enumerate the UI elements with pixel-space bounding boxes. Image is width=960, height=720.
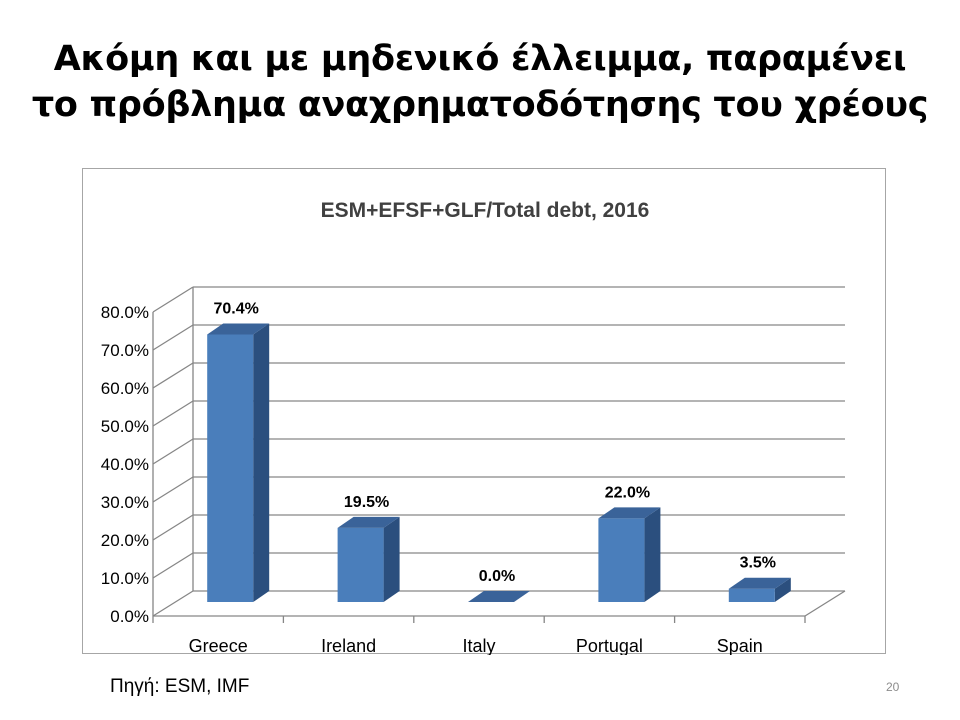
slide-title-line-1: Ακόμη και με μηδενικό έλλειμμα, παραμένε… (53, 39, 907, 79)
y-tick-label: 70.0% (101, 341, 149, 360)
gridline-side (152, 438, 194, 465)
bar-top (598, 507, 661, 519)
data-label: 3.5% (740, 555, 776, 572)
bar-top (207, 323, 270, 335)
bar-front (598, 518, 645, 602)
gridline-side (152, 590, 194, 617)
y-tick-label: 80.0% (101, 303, 149, 322)
data-label: 19.5% (344, 494, 389, 511)
bar-side (774, 577, 791, 602)
bar-top (468, 591, 530, 602)
floor-right-edge (804, 590, 846, 617)
y-tick-label: 50.0% (101, 417, 149, 436)
gridline-side (152, 514, 194, 541)
chart-frame: ESM+EFSF+GLF/Total debt, 2016 0.0% 10.0% 2… (82, 168, 886, 655)
bar (207, 323, 270, 602)
bar-chart: ESM+EFSF+GLF/Total debt, 2016 0.0% 10.0% 2… (101, 199, 846, 655)
bar (598, 507, 661, 602)
bar (728, 577, 791, 602)
bar (468, 591, 530, 602)
chart-title: ESM+EFSF+GLF/Total debt, 2016 (321, 199, 650, 222)
x-category-label: Spain (717, 636, 763, 655)
slide-title: Ακόμη και με μηδενικό έλλειμμα, παραμένε… (0, 36, 960, 128)
chart-labels: 0.0% 10.0% 20.0% 30.0% 40.0% 50.0% 60.0% 70.0% 8… (101, 300, 776, 655)
bar-side (383, 516, 400, 602)
page-number: 20 (886, 680, 900, 694)
y-tick-label: 10.0% (101, 569, 149, 588)
data-label: 0.0% (479, 568, 515, 585)
gridline-side (152, 362, 194, 389)
bar-front (207, 334, 254, 602)
y-tick-label: 30.0% (101, 493, 149, 512)
bar-front (728, 588, 775, 602)
y-tick-label: 20.0% (101, 531, 149, 550)
chart-bars (207, 323, 791, 602)
x-category-label: Italy (462, 636, 495, 655)
x-category-label: Ireland (321, 636, 376, 655)
x-category-label: Greece (189, 636, 248, 655)
chart-grid (152, 286, 846, 623)
data-label: 22.0% (605, 484, 650, 501)
y-tick-label: 60.0% (101, 379, 149, 398)
slide-title-line-2: το πρόβλημα αναχρηματοδότησης του χρέους (31, 85, 929, 125)
gridline-side (152, 286, 194, 313)
source-note: Πηγή: ESM, IMF (110, 676, 250, 697)
y-tick-label: 40.0% (101, 455, 149, 474)
gridline-side (152, 324, 194, 351)
bar-side (253, 323, 270, 602)
bar-top (337, 516, 400, 528)
gridline-side (152, 552, 194, 579)
gridline-side (152, 400, 194, 427)
bar (337, 516, 400, 602)
x-category-label: Portugal (576, 636, 643, 655)
bar-side (644, 507, 661, 602)
bar-front (337, 527, 384, 602)
bar-top (728, 577, 791, 589)
gridline-side (152, 476, 194, 503)
y-tick-label: 0.0% (110, 607, 149, 626)
data-label: 70.4% (214, 300, 259, 317)
